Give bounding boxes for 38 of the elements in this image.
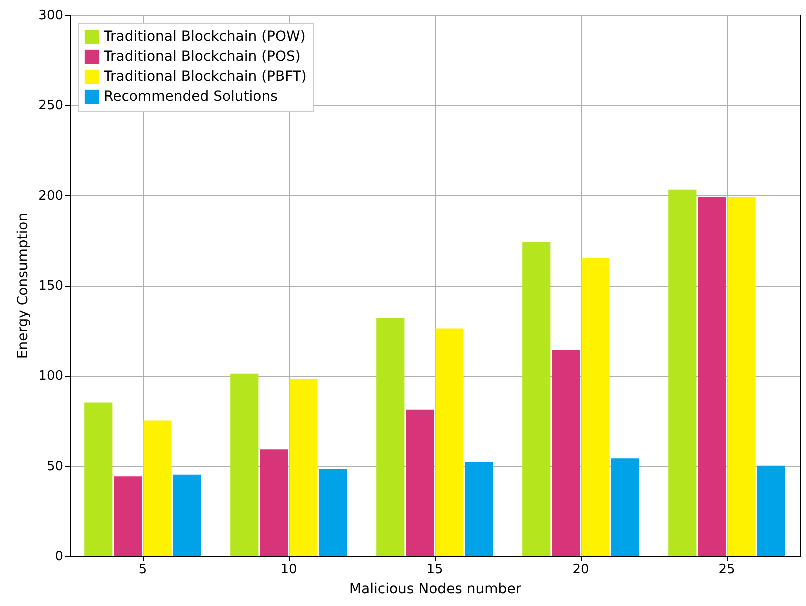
- bar: [406, 410, 434, 556]
- bar: [376, 318, 405, 556]
- bar: [582, 258, 610, 556]
- bar: [230, 374, 259, 556]
- legend-label: Recommended Solutions: [104, 89, 278, 105]
- y-tick-label: 150: [38, 279, 64, 294]
- bar: [552, 350, 580, 556]
- x-tick-label: 15: [426, 562, 444, 578]
- legend-label: Traditional Blockchain (POW): [103, 29, 306, 45]
- y-tick-label: 250: [38, 98, 64, 114]
- bar: [84, 402, 113, 556]
- bar: [522, 242, 551, 556]
- y-tick-label: 50: [46, 459, 64, 474]
- y-tick-label: 100: [38, 369, 64, 384]
- x-axis-title: Malicious Nodes number: [349, 582, 522, 598]
- bar: [290, 379, 318, 556]
- y-tick-label: 300: [38, 8, 64, 24]
- bar: [757, 466, 786, 556]
- bar: [173, 474, 202, 556]
- bar: [436, 328, 464, 556]
- y-axis-title: Energy Consumption: [16, 212, 32, 360]
- bar: [144, 420, 172, 556]
- bar: [728, 197, 756, 556]
- x-tick-label: 10: [280, 562, 298, 578]
- x-tick-label: 25: [718, 562, 736, 578]
- legend-label: Traditional Blockchain (POS): [103, 49, 301, 65]
- bar: [668, 190, 697, 556]
- bar: [698, 197, 726, 556]
- bar: [260, 450, 288, 556]
- y-tick-label: 0: [55, 550, 64, 564]
- legend-label: Traditional Blockchain (PBFT): [103, 69, 307, 85]
- y-tick-label: 200: [38, 188, 64, 204]
- bar: [611, 458, 640, 556]
- bar: [465, 462, 494, 556]
- bar: [114, 476, 142, 556]
- x-tick-label: 5: [138, 562, 148, 578]
- bar: [319, 469, 348, 556]
- x-tick-label: 20: [572, 562, 590, 578]
